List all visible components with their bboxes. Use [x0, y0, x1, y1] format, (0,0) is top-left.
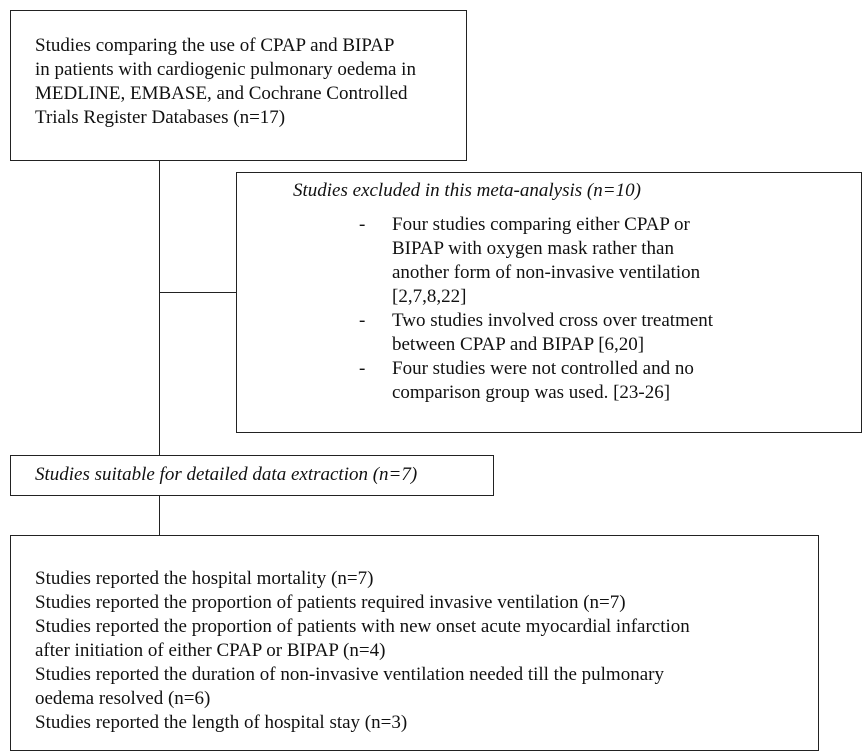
suitable-box: Studies suitable for detailed data extra… [10, 455, 494, 496]
exclusion-item: - Two studies involved cross over treatme… [359, 309, 861, 357]
exclusion-line: BIPAP with oxygen mask rather than [392, 238, 674, 259]
exclusion-line: comparison group was used. [23-26] [392, 382, 671, 403]
bullet: - [359, 310, 366, 331]
outcome-line: oedema resolved (n=6) [35, 688, 211, 709]
connector [159, 495, 161, 535]
exclusion-line: Two studies involved cross over treatmen… [392, 310, 714, 331]
exclusion-line: Four studies comparing either CPAP or [392, 214, 690, 235]
outcome-line: after initiation of either CPAP or BIPAP… [35, 640, 386, 661]
source-box: Studies comparing the use of CPAP and BI… [10, 10, 467, 161]
exclusion-line: [2,7,8,22] [392, 286, 467, 307]
exclusion-line: Four studies were not controlled and no [392, 358, 694, 379]
outcome-line: Studies reported the duration of non-inv… [35, 664, 664, 685]
outcome-line: Studies reported the hospital mortality … [35, 568, 374, 589]
source-line: Trials Register Databases (n=17) [35, 107, 286, 128]
outcome-line: Studies reported the proportion of patie… [35, 616, 690, 637]
exclusion-line: another form of non-invasive ventilation [392, 262, 701, 283]
outcome-line: Studies reported the proportion of patie… [35, 592, 626, 613]
outcomes-box: Studies reported the hospital mortality … [10, 535, 819, 751]
connector [159, 292, 237, 294]
exclusion-item: - Four studies comparing either CPAP or BI… [359, 213, 861, 309]
exclusion-item: - Four studies were not controlled and no… [359, 357, 861, 405]
source-line: Studies comparing the use of CPAP and BI… [35, 35, 395, 56]
outcome-line: Studies reported the length of hospital … [35, 712, 408, 733]
excluded-box: Studies excluded in this meta-analysis (… [236, 172, 862, 433]
bullet: - [359, 358, 366, 379]
bullet: - [359, 214, 366, 235]
excluded-title: Studies excluded in this meta-analysis (… [293, 180, 641, 201]
source-line: MEDLINE, EMBASE, and Cochrane Controlled [35, 83, 408, 104]
suitable-title: Studies suitable for detailed data extra… [35, 464, 418, 485]
exclusion-line: between CPAP and BIPAP [6,20] [392, 334, 645, 355]
connector [159, 160, 161, 455]
source-line: in patients with cardiogenic pulmonary o… [35, 59, 416, 80]
